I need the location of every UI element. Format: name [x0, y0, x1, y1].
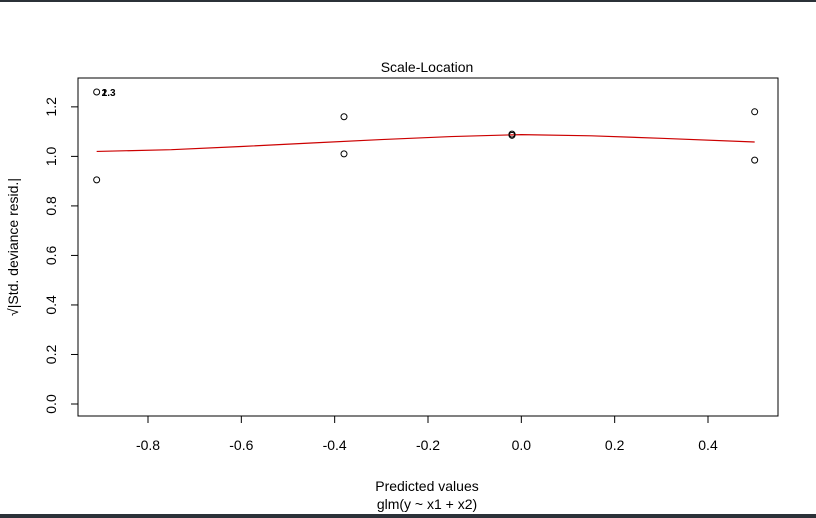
x-tick-label: -0.8	[136, 437, 160, 453]
data-point	[751, 108, 759, 116]
point-label: 2	[102, 88, 108, 99]
x-tick-label: 0.4	[698, 437, 718, 453]
window-top-border	[0, 0, 816, 2]
y-axis: 0.0 0.2 0.4 0.6 0.8 1.0 1.2	[43, 97, 78, 414]
y-tick-label: 0.4	[43, 295, 59, 315]
chart-title: Scale-Location	[381, 59, 474, 75]
data-point	[93, 88, 101, 96]
plot-box	[77, 77, 779, 417]
data-point	[340, 113, 348, 121]
window-bottom-border	[0, 514, 816, 518]
y-tick-label: 0.6	[43, 245, 59, 265]
data-point	[508, 131, 516, 139]
y-tick-label: 1.2	[43, 97, 59, 117]
point-labels: 21.3	[102, 88, 116, 99]
x-tick-label: -0.4	[323, 437, 347, 453]
x-tick-label: 0.0	[512, 437, 532, 453]
y-tick-label: 1.0	[43, 146, 59, 166]
data-point	[93, 176, 101, 184]
x-tick-label: -0.6	[229, 437, 253, 453]
x-axis-label: Predicted values	[375, 478, 479, 494]
x-axis: -0.8 -0.6 -0.4 -0.2 0.0 0.2 0.4	[136, 416, 718, 453]
data-point	[751, 156, 759, 164]
y-tick-label: 0.2	[43, 345, 59, 365]
data-point	[340, 150, 348, 158]
y-tick-label: 0.0	[43, 394, 59, 414]
point-label: 1.3	[102, 88, 116, 99]
x-tick-label: -0.2	[416, 437, 440, 453]
x-tick-label: 0.2	[605, 437, 625, 453]
y-tick-label: 0.8	[43, 196, 59, 216]
data-points	[93, 88, 759, 184]
y-axis-label: √|Std. deviance resid.|	[5, 178, 21, 316]
x-axis-sublabel: glm(y ~ x1 + x2)	[377, 496, 477, 512]
smooth-line	[96, 133, 755, 153]
